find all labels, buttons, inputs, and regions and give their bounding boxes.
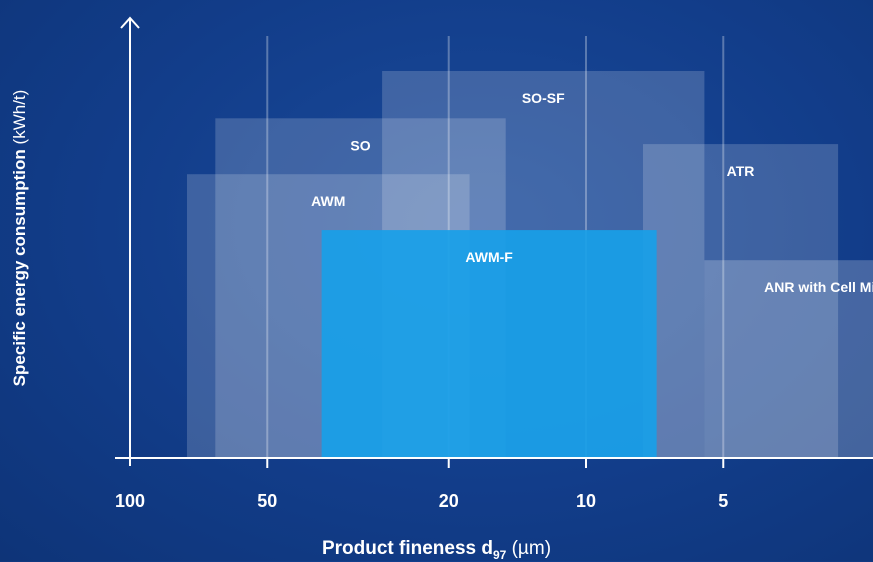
bar-label-so: SO [350,137,370,153]
x-axis-unit: (µm) [511,538,552,559]
x-tick-label-50: 50 [257,491,277,511]
bar-anr-with-cell-mill [704,260,873,458]
y-axis-unit: (kWh/t) [10,89,29,145]
bar-label-atr: ATR [727,163,755,179]
x-tick-label-100: 100 [115,491,145,511]
bar-label-anr-with-cell-mill: ANR with Cell Mill [764,279,873,295]
x-axis-subscript: 97 [492,547,507,562]
y-axis-arrow [120,16,140,29]
bar-label-awm: AWM [311,193,345,209]
x-tick-labels: 10050201052 [115,491,728,511]
x-tick-label-20: 20 [439,491,459,511]
bars: SO-SF SO ATR AWM AWM-F ANR with Cell Mill [186,71,873,459]
y-axis-title: Specific energy consumption [10,149,29,387]
bar-label-so-sf: SO-SF [522,90,565,106]
bar-atr [642,144,839,458]
x-tick-label-5: 5 [718,491,728,511]
y-axis-label: Specific energy consumption (kWh/t) [10,90,30,387]
x-tick-label-10: 10 [576,491,596,511]
x-axis-label: Product fineness d97 (µm) [0,538,873,562]
bar-awm-f [321,230,657,458]
bar-label-awm-f: AWM-F [465,249,513,265]
x-axis-title: Product fineness d [321,538,493,559]
axes [115,16,873,468]
